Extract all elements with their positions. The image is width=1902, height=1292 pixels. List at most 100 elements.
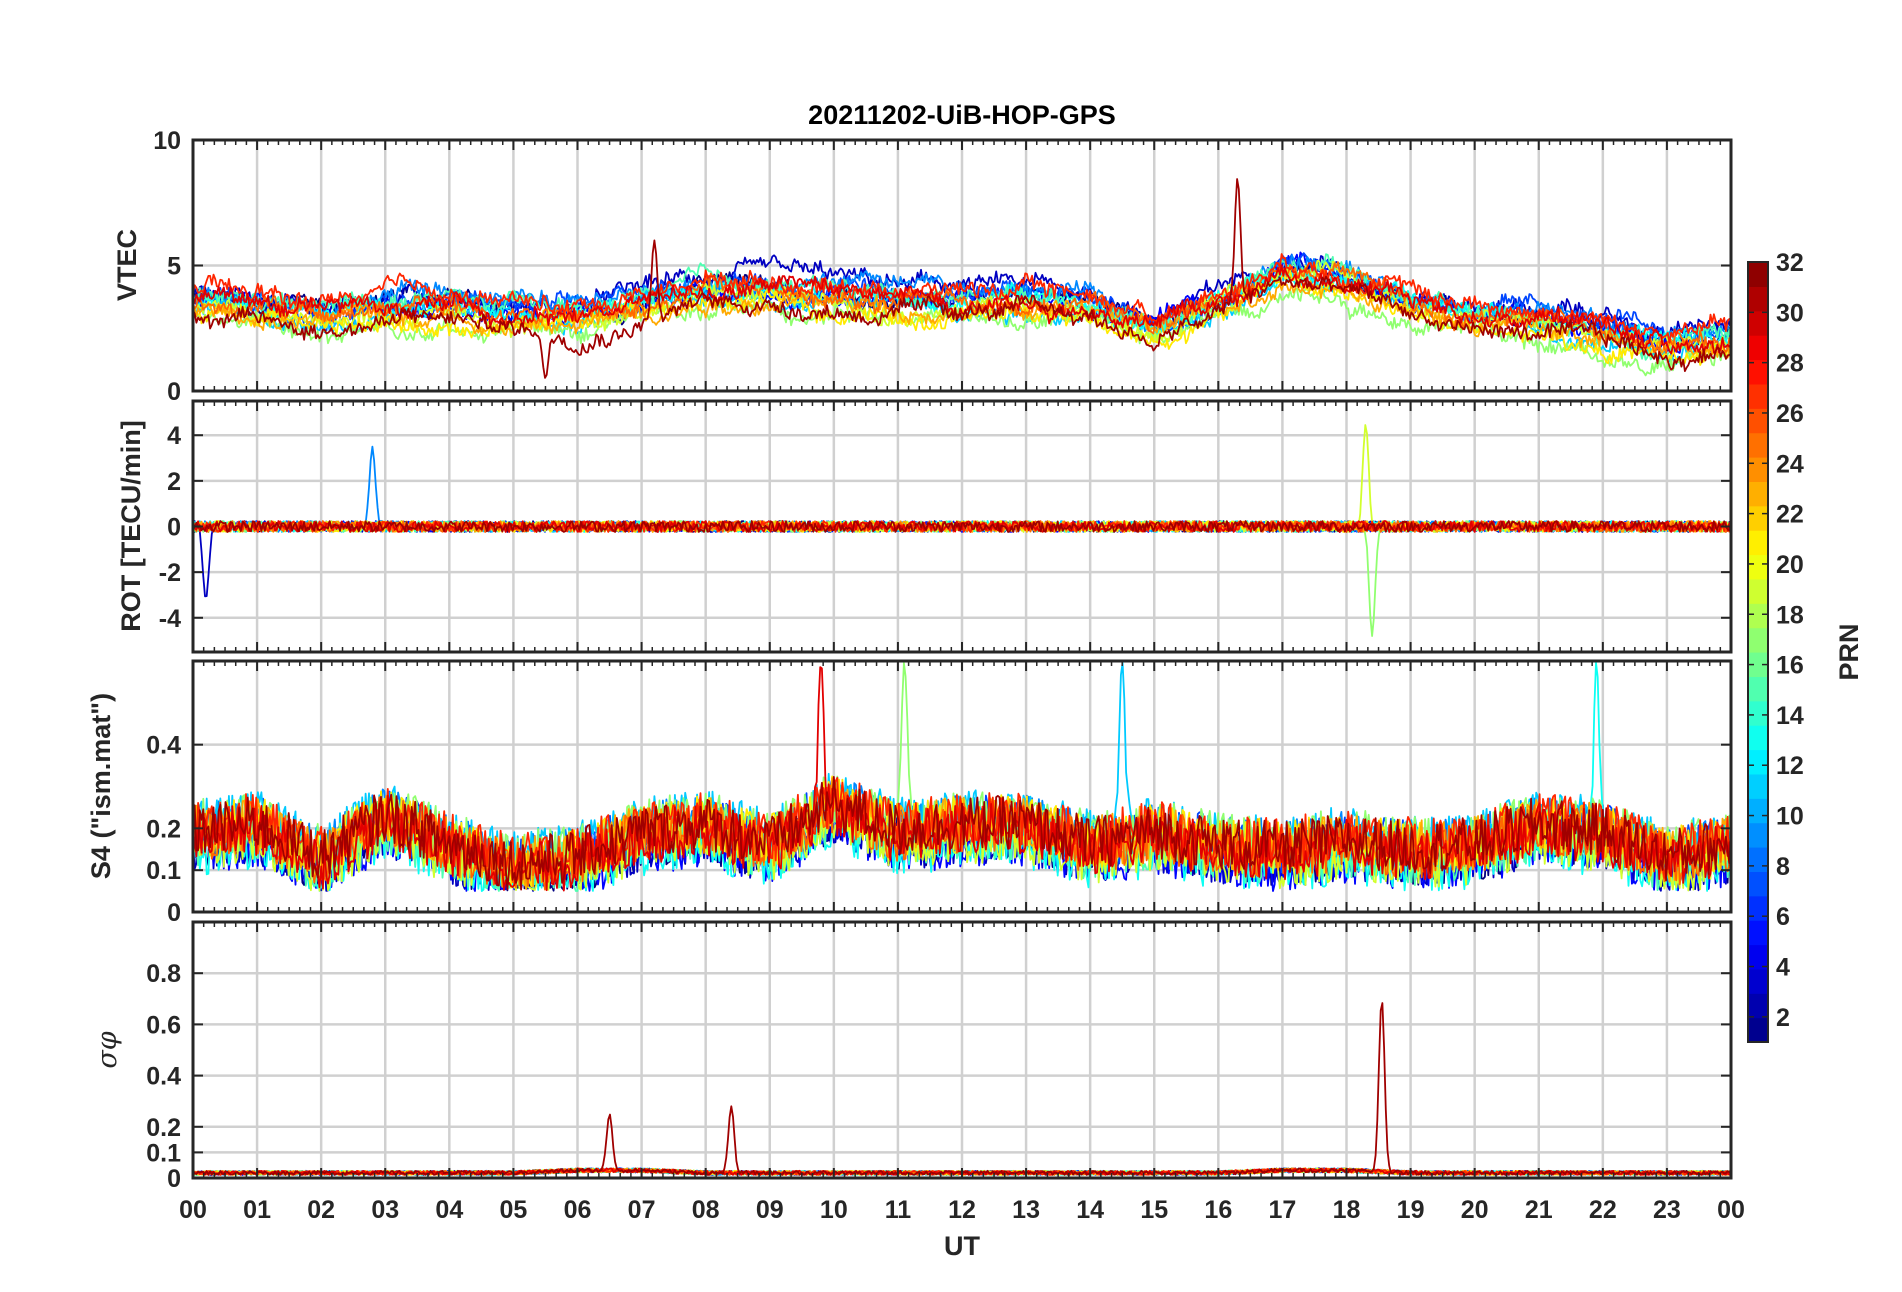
colorbar-tick-label: 4 xyxy=(1776,954,1790,982)
y-tick-label: 0.1 xyxy=(146,1139,181,1167)
colorbar-segment xyxy=(1748,505,1768,531)
y-tick-label: 0.4 xyxy=(146,732,181,760)
x-tick-label: 14 xyxy=(1076,1196,1104,1224)
x-tick-label: 11 xyxy=(885,1196,912,1224)
x-tick-label: 08 xyxy=(692,1196,720,1224)
panel-s4-frame xyxy=(191,659,1733,914)
x-tick-label: 09 xyxy=(756,1196,784,1224)
colorbar-segment xyxy=(1748,432,1768,458)
colorbar-tick-label: 22 xyxy=(1776,501,1804,529)
colorbar-segment xyxy=(1748,993,1768,1019)
colorbar-segment xyxy=(1748,920,1768,946)
y-tick-label: 0.2 xyxy=(146,1114,181,1142)
series-line-prn-31 xyxy=(193,178,1731,379)
colorbar-segment xyxy=(1748,773,1768,799)
series-line-prn-31 xyxy=(193,520,1731,533)
colorbar-segment xyxy=(1748,383,1768,409)
panel-s4: 0 0.1 0.2 0.4 S4 ("ism.mat") xyxy=(86,659,1733,927)
colorbar-segment xyxy=(1748,554,1768,580)
x-tick-label: 07 xyxy=(628,1196,656,1224)
colorbar-segment xyxy=(1748,286,1768,312)
y-tick-label: 0 xyxy=(167,899,181,927)
colorbar-segment xyxy=(1748,335,1768,361)
y-tick-label: 4 xyxy=(167,422,181,450)
x-tick-label: 03 xyxy=(371,1196,399,1224)
panel-rot: -4 -2 0 2 4 ROT [TECU/min] xyxy=(116,399,1733,654)
colorbar-segment xyxy=(1748,262,1768,287)
colorbar-segment xyxy=(1748,578,1768,604)
panel-vtec: 0 5 10 VTEC xyxy=(112,127,1733,406)
x-tick-label: 01 xyxy=(243,1196,271,1224)
colorbar-tick-label: 14 xyxy=(1776,702,1804,730)
colorbar-segment xyxy=(1748,652,1768,677)
colorbar-tick-label: 24 xyxy=(1776,450,1804,478)
series-line-prn-29 xyxy=(193,264,1731,355)
panel-vtec-frame xyxy=(191,138,1733,393)
x-axis-ticklabels: 00 01 02 03 04 05 06 07 08 09 10 11 12 13 14 15 16 17 18 19… xyxy=(179,1196,1745,1224)
y-tick-label: 2 xyxy=(167,468,181,496)
x-tick-label: 19 xyxy=(1397,1196,1425,1224)
x-tick-label: 15 xyxy=(1140,1196,1168,1224)
colorbar-segment xyxy=(1748,968,1768,994)
colorbar-tick-label: 10 xyxy=(1776,803,1804,831)
rot-ylabel: ROT [TECU/min] xyxy=(116,420,146,631)
colorbar-tick-label: 32 xyxy=(1776,249,1804,277)
panel-rot-yticks: -4 -2 0 2 4 xyxy=(159,422,1731,633)
y-tick-label: -2 xyxy=(159,559,181,587)
y-tick-label: 0.8 xyxy=(146,960,181,988)
panel-vtec-series xyxy=(193,178,1731,379)
x-tick-label: 21 xyxy=(1525,1196,1553,1224)
colorbar-segment xyxy=(1748,408,1768,434)
colorbar-segment xyxy=(1748,457,1768,482)
colorbar-tick-label: 18 xyxy=(1776,601,1804,629)
x-tick-label: 22 xyxy=(1589,1196,1617,1224)
colorbar-segment xyxy=(1748,676,1768,702)
colorbar-tick-label: 2 xyxy=(1776,1004,1790,1032)
colorbar-tick-label: 28 xyxy=(1776,350,1804,378)
panel-rot-frame xyxy=(191,399,1733,654)
series-line-prn-31 xyxy=(193,776,1731,891)
panel-s4-series xyxy=(193,662,1731,892)
y-tick-label: 0 xyxy=(167,1165,181,1193)
colorbar-segment xyxy=(1748,822,1768,848)
colorbar-label: PRN xyxy=(1834,623,1864,680)
x-tick-label: 18 xyxy=(1333,1196,1361,1224)
colorbar-segment xyxy=(1748,847,1768,872)
panel-rot-series xyxy=(193,424,1731,637)
colorbar-segment xyxy=(1748,895,1768,921)
x-tick-label: 00 xyxy=(1717,1196,1745,1224)
colorbar-segment xyxy=(1748,725,1768,751)
colorbar-tick-label: 26 xyxy=(1776,400,1804,428)
colorbar-frame xyxy=(1747,261,1769,1043)
y-tick-label: -4 xyxy=(159,605,181,633)
colorbar-segment xyxy=(1748,359,1768,385)
x-tick-label: 00 xyxy=(179,1196,207,1224)
x-tick-label: 05 xyxy=(500,1196,528,1224)
colorbar-tick-label: 8 xyxy=(1776,853,1790,881)
colorbar-segment xyxy=(1748,627,1768,653)
y-tick-label: 0 xyxy=(167,378,181,406)
sigma-phi-ylabel: σφ xyxy=(92,1031,123,1068)
x-tick-label: 20 xyxy=(1461,1196,1489,1224)
colorbar-segment xyxy=(1748,749,1768,775)
colorbar-segment xyxy=(1748,603,1768,629)
series-line-prn-27 xyxy=(193,253,1731,344)
colorbar-segment xyxy=(1748,310,1768,336)
panel-sigma_phi: 00.10.2 0.4 0.6 0.8 σφ xyxy=(92,920,1733,1193)
colorbar-segment xyxy=(1748,1017,1768,1043)
colorbar-tick-label: 6 xyxy=(1776,903,1790,931)
colorbar-gradient xyxy=(1748,262,1768,1043)
x-tick-label: 06 xyxy=(564,1196,592,1224)
x-tick-label: 12 xyxy=(948,1196,976,1224)
x-axis-label: UT xyxy=(944,1231,980,1261)
panel-sigma_phi-grid xyxy=(193,922,1731,1178)
series-line-prn-15 xyxy=(193,253,1731,362)
vtec-ylabel: VTEC xyxy=(112,229,142,301)
x-tick-label: 02 xyxy=(307,1196,335,1224)
x-tick-label: 10 xyxy=(820,1196,848,1224)
chart-title: 20211202-UiB-HOP-GPS xyxy=(808,100,1116,130)
colorbar-segment xyxy=(1748,871,1768,897)
